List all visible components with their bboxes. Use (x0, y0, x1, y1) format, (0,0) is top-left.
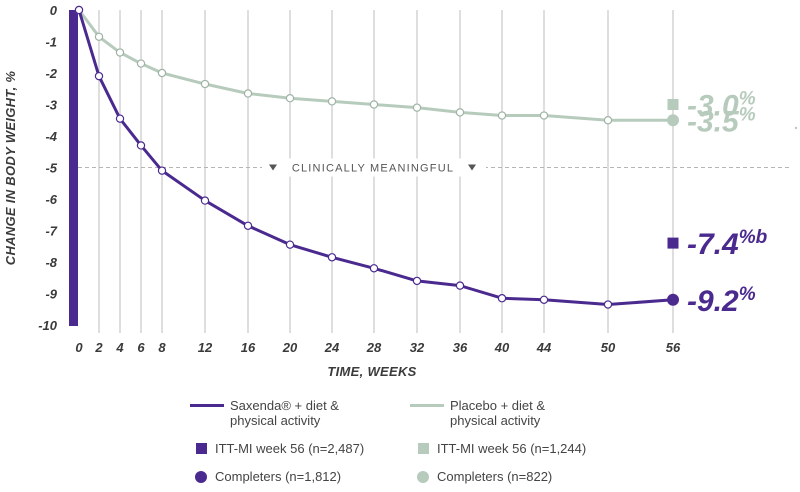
x-tick-label: 4 (115, 340, 124, 355)
placebo-point (115, 48, 125, 57)
x-tick-label: 50 (601, 340, 616, 355)
callout-value: -3.5 (687, 105, 740, 138)
callout-percent: % (739, 284, 756, 305)
placebo-point (497, 111, 507, 120)
placebo-point (369, 100, 379, 109)
saxenda-point (285, 240, 295, 249)
y-axis-bar (69, 10, 78, 326)
x-tick-label: 32 (410, 340, 425, 355)
y-tick-label: -5 (45, 161, 57, 176)
y-tick-label: -7 (45, 224, 57, 239)
saxenda-point (94, 71, 104, 81)
x-tick-label: 12 (198, 340, 213, 355)
decorative-dot (794, 126, 798, 130)
y-tick-label: -8 (45, 255, 57, 270)
x-tick-label: 16 (241, 340, 256, 355)
y-tick-label: -10 (38, 318, 58, 333)
placebo-point (285, 93, 295, 103)
x-tick-label: 0 (75, 340, 83, 355)
saxenda-point (539, 295, 549, 304)
y-tick-label: -6 (45, 192, 57, 207)
y-tick-label: 0 (50, 3, 58, 18)
series (74, 5, 674, 309)
saxenda-point (327, 253, 337, 262)
placebo-point (412, 103, 422, 112)
clinically-meaningful-label-bg (262, 158, 486, 177)
x-tick-label: 8 (158, 340, 166, 355)
placebo-itt-endpoint (667, 99, 679, 110)
saxenda-point (74, 5, 84, 15)
clinically-meaningful-label: CLINICALLY MEANINGFUL (292, 163, 454, 175)
x-tick-label: 36 (453, 340, 468, 355)
grid (98, 10, 674, 333)
clinically-meaningful-annotation: CLINICALLY MEANINGFUL (78, 158, 790, 177)
placebo-point (243, 89, 253, 98)
x-tick-label: 56 (666, 340, 681, 355)
y-tick-label: -1 (45, 35, 57, 50)
saxenda-itt-endpoint (667, 237, 679, 249)
x-tick-label: 28 (366, 340, 382, 355)
y-tick-label: -3 (45, 98, 57, 113)
callout-percent: % (739, 89, 756, 110)
callout-value: -7.4 (687, 228, 739, 261)
x-tick-label: 44 (536, 340, 552, 355)
saxenda-square-callout: -7.4%b (687, 227, 768, 261)
saxenda-point (115, 114, 125, 123)
placebo-line (77, 9, 673, 122)
saxenda-point (412, 276, 422, 286)
callout-value: -3.0 (687, 90, 739, 123)
saxenda-completers-endpoint (667, 293, 679, 306)
y-tick-label: -2 (45, 66, 57, 81)
saxenda-point (455, 281, 465, 290)
callout-percent: % (739, 104, 756, 125)
saxenda-point (136, 141, 146, 150)
saxenda-point (157, 166, 167, 175)
y-tick-label: -4 (45, 129, 57, 144)
saxenda-point (497, 294, 507, 303)
placebo-square-callout: -3.0% (687, 89, 756, 123)
axes: 0-1-2-3-4-5-6-7-8-9-100 2 4 6 8 12 16 20 24 28 32 3… (38, 3, 681, 355)
saxenda-point (603, 300, 613, 309)
x-axis-title: TIME, WEEKS (327, 364, 416, 379)
placebo-point (94, 32, 104, 41)
triangle-down-icon (269, 164, 277, 171)
placebo-point (603, 116, 613, 125)
placebo-point (200, 79, 210, 89)
y-tick-label: -9 (45, 287, 57, 302)
placebo-circle-callout: -3.5% (687, 104, 756, 138)
x-tick-label: 2 (94, 340, 103, 355)
saxenda-point (200, 196, 210, 205)
placebo-completers-endpoint (667, 114, 679, 127)
placebo-point (455, 108, 465, 117)
x-tick-label: 6 (137, 340, 145, 355)
callout-value: -9.2 (687, 285, 739, 318)
saxenda-point (369, 264, 379, 273)
endpoint-callouts: -7.4%b-9.2%-3.0%-3.5% (687, 89, 798, 318)
placebo-point (327, 97, 337, 106)
triangle-down-icon (468, 164, 476, 171)
placebo-point (136, 59, 146, 68)
saxenda-point (243, 221, 253, 230)
endpoints (667, 99, 679, 306)
y-axis-title: CHANGE IN BODY WEIGHT, % (3, 71, 18, 266)
x-tick-label: 24 (324, 340, 340, 355)
saxenda-circle-callout: -9.2% (687, 284, 756, 318)
x-tick-label: 20 (282, 340, 298, 355)
placebo-point (157, 68, 167, 78)
x-tick-label: 40 (494, 340, 510, 355)
placebo-point (539, 111, 549, 120)
callout-percent: %b (739, 227, 768, 248)
saxenda-line (77, 9, 674, 307)
